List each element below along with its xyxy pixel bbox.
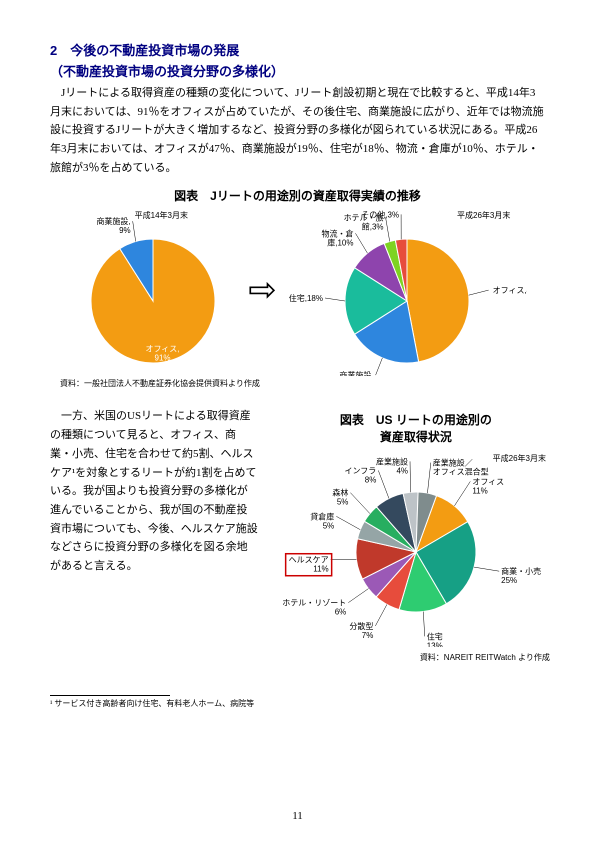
pie-chart-h14: 平成14年3月末オフィス,91%商業施設,9%	[68, 206, 238, 376]
slice-label: 住宅,18%	[289, 293, 323, 303]
slice-label: 分散型7%	[349, 621, 373, 640]
section-heading-1: 2 今後の不動産投資市場の発展	[50, 40, 545, 59]
section-heading-2: （不動産投資市場の投資分野の多様化）	[50, 61, 545, 80]
chart1-row: 平成14年3月末オフィス,91%商業施設,9% ⇨ 平成26年3月末オフィス,4…	[50, 206, 545, 376]
footnote-separator	[50, 695, 170, 696]
pie-chart-h26: 平成26年3月末オフィス,47%商業施設,19%住宅,18%物流・倉庫,10%ホ…	[287, 206, 527, 376]
paragraph-2: 一方、米国のUSリートによる取得資産の種類について見ると、オフィス、商業・小売、…	[50, 407, 258, 575]
chart2-title-1: 図表 US リートの用途別の	[276, 411, 556, 428]
page-number: 11	[0, 810, 595, 822]
slice-label: 産業施設4%	[376, 457, 408, 476]
slice-label: オフィス,47%	[492, 287, 526, 296]
svg-text:平成26年3月末: 平成26年3月末	[493, 453, 546, 463]
slice-label: 住宅13%	[427, 632, 443, 648]
chart1-source: 資料：一般社団法人不動産証券化協会提供資料より作成	[60, 378, 545, 389]
slice-label: 産業施設／オフィス混合型	[433, 458, 489, 477]
slice-label: 森林5%	[332, 488, 348, 507]
paragraph-1: Jリートによる取得資産の種類の変化について、Jリート創設初期と現在で比較すると、…	[50, 84, 545, 177]
footnote-1: ¹ サービス付き高齢者向け住宅、有料老人ホーム、病院等	[50, 698, 545, 709]
slice-label: 物流・倉庫,10%	[321, 229, 353, 248]
svg-text:平成26年3月末: 平成26年3月末	[457, 210, 510, 220]
chart2-source: 資料：NAREIT REITWatch より作成	[286, 652, 550, 663]
slice-label: ホテル・リゾート6%	[282, 599, 346, 617]
pie-slice	[407, 239, 469, 362]
slice-label: その他,3%	[361, 210, 399, 220]
slice-label: 商業・小売25%	[501, 567, 541, 586]
slice-label: 商業施設,19%	[339, 371, 373, 377]
slice-label: 商業施設,9%	[97, 217, 131, 236]
svg-text:平成14年3月末: 平成14年3月末	[135, 210, 188, 220]
pie-chart-us: 平成26年3月末オフィス11% 商業・小売25% 住宅13% 分散型7%ホテル・リゾー…	[276, 447, 556, 647]
slice-label: オフィス11%	[472, 478, 504, 496]
slice-label: インフラ8%	[344, 467, 376, 485]
arrow-icon: ⇨	[248, 274, 277, 308]
chart2-title-2: 資産取得状況	[276, 428, 556, 445]
chart1-title: 図表 Jリートの用途別の資産取得実績の推移	[50, 187, 545, 204]
slice-label: ヘルスケア11%	[289, 556, 329, 574]
slice-label: 貸倉庫5%	[310, 512, 334, 531]
